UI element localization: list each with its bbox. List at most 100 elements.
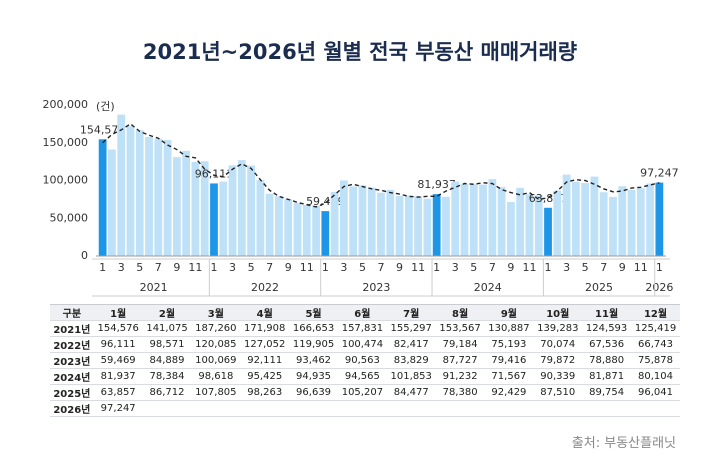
bar [135, 130, 144, 256]
table-cell: 153,567 [435, 320, 485, 337]
bar [609, 196, 617, 256]
table-cell: 90,563 [337, 352, 387, 369]
bar [460, 183, 469, 256]
table-cell: 98,618 [191, 368, 241, 385]
table-cell: 94,935 [289, 368, 338, 385]
bar [219, 181, 228, 256]
table-cell: 87,510 [533, 384, 583, 401]
bar [358, 185, 367, 256]
x-tick-label: 7 [155, 261, 162, 274]
table-cell: 78,384 [142, 368, 192, 385]
table-cell: 79,184 [435, 336, 485, 353]
table-cell: 96,639 [289, 384, 338, 401]
table-cell: 119,905 [289, 336, 338, 353]
bar [349, 186, 358, 256]
table-cell: 63,857 [93, 384, 143, 401]
table-row: 2021년 154,576 141,075 187,260 171,908 166,653… [50, 320, 680, 337]
table-cell: 187,260 [191, 320, 241, 337]
bar [265, 193, 274, 256]
x-tick-label: 7 [489, 261, 496, 274]
empty-cell [240, 400, 290, 417]
bar [284, 199, 293, 256]
bar [126, 126, 135, 256]
x-tick-label: 11 [300, 261, 314, 274]
bar [451, 181, 460, 256]
column-header: 1월 [93, 304, 143, 321]
bar [553, 190, 562, 256]
x-tick-label: 1 [545, 261, 552, 274]
bar [423, 198, 432, 256]
bar [534, 195, 543, 256]
table-row: 2023년 59,469 84,889 100,069 92,111 93,462 90,5… [50, 352, 680, 369]
x-tick-label: 9 [619, 261, 626, 274]
table-cell: 97,247 [93, 400, 143, 417]
table-cell: 71,567 [484, 368, 534, 385]
table-cell: 84,889 [142, 352, 192, 369]
bar [321, 211, 330, 256]
table-cell: 67,536 [582, 336, 632, 353]
trend-line [102, 123, 660, 208]
table-cell: 130,887 [484, 320, 534, 337]
empty-cell [484, 400, 534, 417]
table-cell: 2021년 [50, 320, 94, 337]
bar [293, 203, 302, 256]
bar [469, 184, 478, 256]
table-row: 2022년 96,111 98,571 120,085 127,052 119,905 10… [50, 336, 680, 353]
x-tick-label: 9 [396, 261, 403, 274]
chart-title: 2021년~2026년 월별 전국 부동산 매매거래량 [142, 40, 578, 64]
bar [636, 188, 645, 256]
bar [339, 180, 348, 256]
table-cell: 78,380 [435, 384, 485, 401]
table-cell: 91,232 [435, 368, 485, 385]
year-label: 2022 [251, 281, 279, 294]
table-cell: 100,069 [191, 352, 241, 369]
column-header: 11월 [582, 304, 632, 321]
year-label: 2025 [585, 281, 613, 294]
table-cell: 125,419 [631, 320, 680, 337]
table-cell: 75,878 [631, 352, 680, 369]
x-tick-label: 3 [340, 261, 347, 274]
x-tick-label: 3 [118, 261, 125, 274]
column-header: 6월 [337, 304, 387, 321]
x-tick-label: 3 [563, 261, 570, 274]
bar [172, 157, 181, 256]
bar [571, 181, 580, 256]
bar [497, 187, 506, 256]
table-cell: 66,743 [631, 336, 680, 353]
x-tick-label: 5 [136, 261, 143, 274]
table-cell: 157,831 [337, 320, 387, 337]
empty-cell [289, 400, 338, 417]
bar [108, 149, 116, 256]
table-cell: 78,880 [582, 352, 632, 369]
table-cell: 101,853 [386, 368, 436, 385]
empty-cell [386, 400, 436, 417]
bar [414, 196, 423, 256]
bar [488, 179, 497, 256]
bar [386, 189, 395, 256]
data-table: 구분 1월 2월 3월 4월 5월 6월 7월 8월 9월 10월 11월 12월 2021년 154,57… [50, 304, 680, 417]
x-tick-label: 11 [188, 261, 202, 274]
y-tick-label: 200,000 [43, 98, 89, 111]
bar [145, 136, 153, 256]
bar [210, 183, 218, 256]
table-cell: 120,085 [191, 336, 241, 353]
year-label: 2026 [645, 281, 673, 294]
table-cell: 86,712 [142, 384, 192, 401]
bar [479, 184, 487, 256]
column-header: 10월 [533, 304, 583, 321]
table-cell: 94,565 [337, 368, 387, 385]
x-tick-label: 1 [433, 261, 440, 274]
table-cell: 166,653 [289, 320, 338, 337]
x-tick-label: 11 [411, 261, 425, 274]
bar [525, 194, 534, 256]
table-cell: 87,727 [435, 352, 485, 369]
table-cell: 107,805 [191, 384, 241, 401]
bar [618, 186, 627, 256]
bar [191, 161, 200, 256]
bar [117, 114, 126, 256]
table-cell: 2022년 [50, 336, 94, 353]
x-tick-label: 11 [522, 261, 536, 274]
bar [516, 187, 525, 256]
y-tick-label: 150,000 [43, 136, 89, 149]
